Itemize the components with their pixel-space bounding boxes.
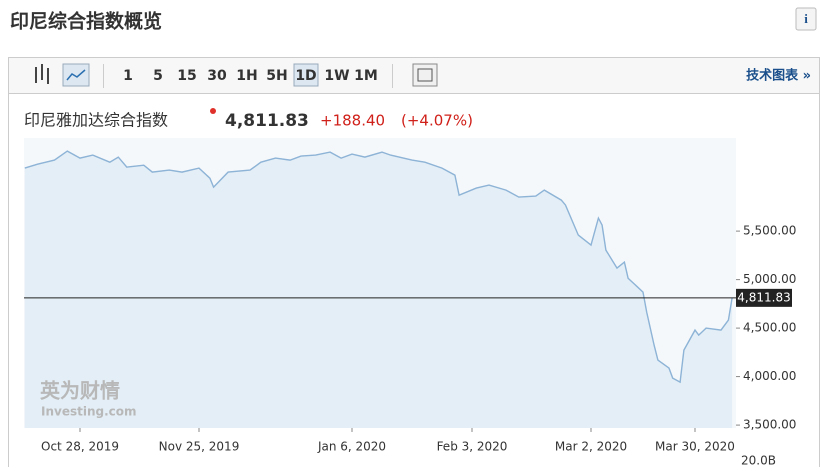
page-title: 印尼综合指数概览 bbox=[10, 10, 162, 33]
interval-button[interactable]: 1W bbox=[324, 68, 349, 84]
technical-chart-link[interactable]: 技术图表 » bbox=[746, 68, 811, 84]
interval-button[interactable]: 5H bbox=[266, 68, 287, 84]
line-icon[interactable] bbox=[62, 63, 90, 87]
quote-price: 4,811.83 bbox=[225, 111, 309, 131]
y-tick-label: 5,500.00 bbox=[743, 224, 796, 238]
layout-icon-glyph bbox=[417, 68, 433, 82]
quote-change: +188.40 bbox=[320, 112, 385, 130]
watermark-brand: 英为财情 bbox=[40, 379, 120, 403]
info-button[interactable] bbox=[795, 7, 817, 31]
x-tick-label: Jan 6, 2020 bbox=[317, 440, 386, 454]
x-tick-label: Feb 3, 2020 bbox=[437, 440, 508, 454]
x-tick-label: Oct 28, 2019 bbox=[41, 440, 119, 454]
quote-change-pct: (+4.07%) bbox=[401, 112, 473, 130]
interval-selected bbox=[293, 63, 319, 87]
last-price-box bbox=[736, 288, 792, 307]
line bbox=[24, 150, 733, 384]
live-dot bbox=[210, 108, 216, 114]
x-tick-label: Mar 30, 2020 bbox=[655, 440, 735, 454]
last-price-label: 4,811.83 bbox=[737, 290, 790, 304]
quote-name: 印尼雅加达综合指数 bbox=[24, 111, 168, 130]
interval-button[interactable]: 15 bbox=[177, 68, 196, 84]
x-tick-label: Mar 2, 2020 bbox=[555, 440, 627, 454]
y-tick-label: 4,500.00 bbox=[743, 321, 796, 335]
y-tick-label: 3,500.00 bbox=[743, 418, 796, 432]
interval-button[interactable]: 1M bbox=[354, 68, 378, 84]
interval-button[interactable]: 1H bbox=[236, 68, 257, 84]
interval-button[interactable]: 1D bbox=[295, 68, 316, 84]
layout-icon[interactable] bbox=[412, 63, 438, 87]
volume-axis-label: 20.0B bbox=[741, 454, 776, 468]
interval-button[interactable]: 30 bbox=[207, 68, 227, 84]
info-icon: i bbox=[804, 11, 808, 26]
y-tick-label: 4,000.00 bbox=[743, 369, 796, 383]
line-icon-glyph bbox=[66, 69, 86, 81]
y-tick-label: 5,000.00 bbox=[743, 272, 796, 286]
watermark-site: Investing.com bbox=[41, 405, 137, 419]
x-tick-label: Nov 25, 2019 bbox=[159, 440, 240, 454]
interval-button[interactable]: 5 bbox=[153, 68, 163, 84]
candle-icon[interactable] bbox=[35, 64, 49, 84]
interval-button[interactable]: 1 bbox=[123, 68, 133, 84]
area bbox=[24, 151, 733, 428]
panel bbox=[8, 57, 820, 471]
